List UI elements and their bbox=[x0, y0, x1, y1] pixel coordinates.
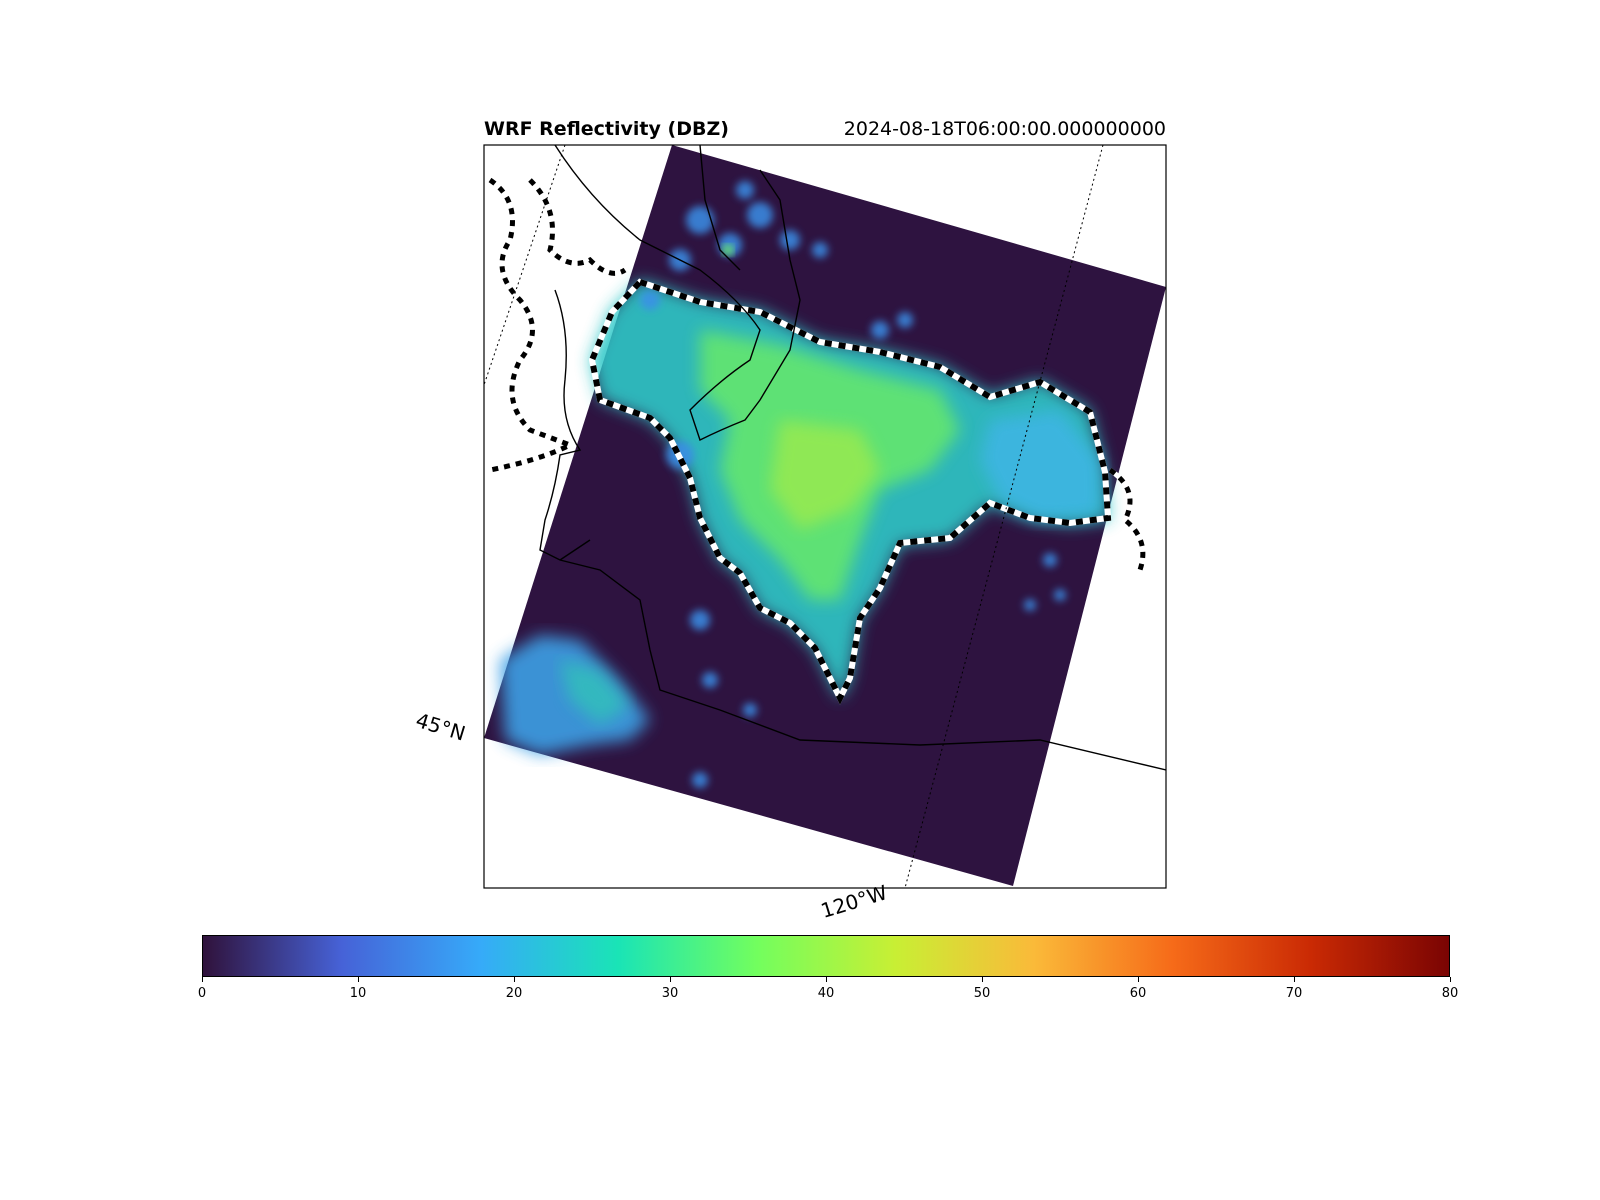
reflectivity-cell-core bbox=[722, 244, 734, 256]
map-timestamp: 2024-08-18T06:00:00.000000000 bbox=[843, 118, 1166, 140]
colorbar-tick-label: 70 bbox=[1285, 986, 1303, 1001]
colorbar-tick-label: 20 bbox=[505, 986, 523, 1001]
colorbar-tick-label: 30 bbox=[661, 986, 679, 1001]
colorbar-ticks: 0 10 20 30 40 50 60 70 80 bbox=[198, 977, 1458, 1007]
map-title: WRF Reflectivity (DBZ) bbox=[484, 118, 729, 140]
colorbar-tick bbox=[514, 977, 515, 982]
contour-line-west bbox=[488, 177, 1146, 571]
map-plot-area bbox=[484, 145, 1166, 888]
coastline bbox=[539, 145, 1166, 771]
colorbar-tick bbox=[982, 977, 983, 982]
colorbar-tick-label: 0 bbox=[197, 986, 207, 1001]
colorbar-tick-label: 80 bbox=[1441, 986, 1459, 1001]
map-frame bbox=[483, 144, 1167, 889]
reflectivity-blob-main bbox=[590, 280, 1110, 700]
colorbar-tick bbox=[670, 977, 671, 982]
colorbar-tick-label: 50 bbox=[973, 986, 991, 1001]
colorbar-tick bbox=[202, 977, 203, 982]
reflectivity-blob-southwest-core bbox=[560, 660, 630, 725]
colorbar-tick bbox=[826, 977, 827, 982]
colorbar bbox=[202, 935, 1450, 977]
reflectivity-cells-north bbox=[640, 181, 1066, 788]
colorbar-tick bbox=[1294, 977, 1295, 982]
colorbar-tick bbox=[1450, 977, 1451, 982]
colorbar-tick-label: 10 bbox=[349, 986, 367, 1001]
colorbar-tick-label: 40 bbox=[817, 986, 835, 1001]
colorbar-tick bbox=[358, 977, 359, 982]
contour-line bbox=[588, 278, 1112, 705]
colorbar-tick bbox=[1138, 977, 1139, 982]
colorbar-tick-label: 60 bbox=[1129, 986, 1147, 1001]
graticule bbox=[484, 145, 1104, 888]
